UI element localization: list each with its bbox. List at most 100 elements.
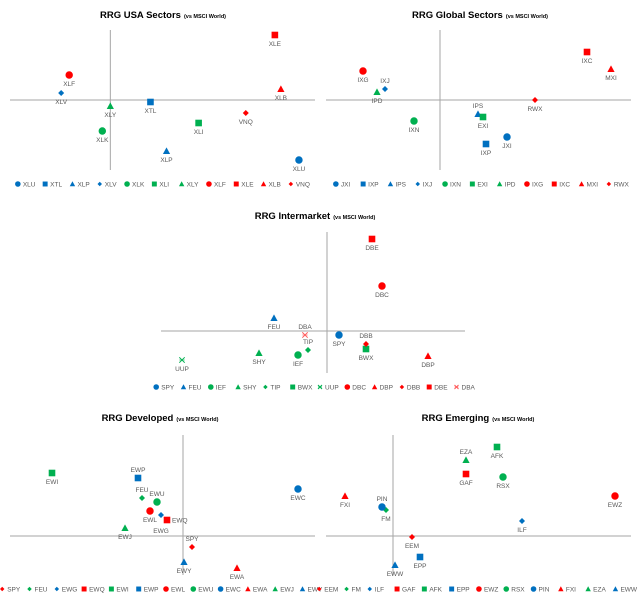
legend-item: SPY	[0, 586, 21, 593]
data-point-xly	[106, 102, 114, 109]
data-label: EWY	[177, 568, 192, 575]
data-label: DBE	[365, 245, 379, 252]
legend-marker-circle-icon	[15, 181, 21, 187]
data-label: RSX	[496, 483, 510, 490]
legend-marker-diamond-icon	[27, 586, 32, 592]
legend-label: EWY	[308, 586, 323, 593]
data-label: FEU	[136, 487, 149, 494]
legend-marker-square-icon	[108, 586, 114, 592]
legend-marker-triangle-icon	[578, 181, 585, 187]
data-label: GAF	[459, 480, 472, 487]
legend-marker-triangle-icon	[558, 586, 564, 592]
legend-marker-diamond-icon	[399, 384, 405, 390]
legend-item: IPD	[496, 181, 516, 188]
data-label: ILF	[517, 527, 526, 534]
legend-item: SPY	[153, 384, 175, 391]
legend-marker-square-icon	[42, 181, 48, 187]
rrg-chart-1: RRG USA Sectors (vs MSCI World)XLUXTLXLPX…	[10, 10, 315, 188]
legend-label: EWZ	[484, 586, 498, 593]
legend-marker-diamond-icon	[317, 586, 322, 592]
data-label: IXN	[409, 127, 420, 134]
legend-item: XTL	[42, 181, 62, 188]
data-point-ixj	[382, 86, 388, 92]
data-label: EZA	[460, 449, 473, 456]
data-label: SHY	[252, 359, 266, 366]
legend-item: IXP	[360, 181, 379, 188]
data-label: DBC	[375, 292, 389, 299]
legend-label: EWJ	[280, 586, 294, 593]
legend-label: TIP	[270, 384, 280, 391]
data-point-spy	[335, 331, 343, 339]
legend-item: EWJ	[272, 586, 294, 593]
data-label: EPP	[413, 563, 426, 570]
data-label: IXG	[357, 77, 368, 84]
data-point-tip	[305, 347, 311, 353]
data-point-xli	[195, 119, 202, 127]
legend-label: IPS	[395, 181, 406, 188]
legend-label: MXI	[587, 181, 599, 188]
data-label: XLE	[269, 41, 282, 48]
data-point-bwx	[362, 345, 370, 353]
data-label: FEU	[268, 324, 281, 331]
rrg-chart-5: RRG Emerging (vs MSCI World) EEM FM ILF GAF AF…	[317, 413, 638, 593]
data-label: EWP	[131, 467, 146, 474]
legend-label: EXI	[477, 181, 488, 188]
legend-marker-circle-icon	[163, 586, 169, 592]
data-label: VNQ	[239, 119, 253, 126]
legend-item: GAF	[394, 586, 415, 593]
data-point-pin	[378, 503, 386, 511]
chart-legend: JXI IXP IPS IXJ IXN EXI IPD IXG IXC MXI RWX	[333, 181, 630, 188]
legend-label: BWX	[298, 384, 313, 391]
legend-marker-circle-icon	[524, 181, 530, 187]
legend-item: XLU	[15, 181, 36, 188]
data-point-ewj	[121, 524, 129, 531]
legend-marker-diamond-icon	[263, 384, 268, 390]
legend-item: XLY	[178, 181, 199, 188]
legend-item: SHY	[235, 384, 257, 391]
legend-item: EWY	[299, 586, 323, 593]
data-point-dbp	[424, 352, 432, 359]
chart-title: RRG Emerging (vs MSCI World)	[422, 413, 535, 424]
chart-title: RRG Developed (vs MSCI World)	[102, 413, 219, 424]
legend-label: DBB	[407, 384, 420, 391]
legend-label: SHY	[243, 384, 257, 391]
legend-marker-square-icon	[449, 586, 455, 592]
legend-item: IXC	[551, 181, 570, 188]
legend-marker-diamond-icon	[415, 181, 420, 187]
legend-item: IXJ	[415, 181, 432, 188]
data-point-eem	[409, 534, 415, 540]
data-label: DBB	[359, 333, 372, 340]
legend-label: DBC	[352, 384, 366, 391]
data-point-ixg	[359, 67, 367, 75]
chart-title-text: RRG Developed	[102, 413, 174, 424]
legend-marker-circle-icon	[206, 181, 212, 187]
legend-label: FXI	[566, 586, 576, 593]
data-point-xlu	[295, 156, 303, 164]
legend-label: EEM	[324, 586, 338, 593]
data-point-ewp	[134, 474, 142, 482]
data-label: BWX	[359, 355, 374, 362]
legend-item: XLI	[151, 181, 169, 188]
data-label: IPD	[372, 98, 383, 105]
chart-title: RRG Global Sectors (vs MSCI World)	[412, 10, 548, 21]
legend-label: IPD	[505, 181, 516, 188]
data-label: IPS	[473, 103, 484, 110]
chart-subtitle: (vs MSCI World)	[176, 417, 218, 423]
data-point-ewc	[294, 485, 302, 493]
data-point-feu	[270, 314, 278, 321]
legend-item: EWZ	[476, 586, 498, 593]
data-point-ipd	[373, 88, 381, 95]
data-point-ixp	[482, 140, 490, 148]
legend-item: EWQ	[81, 586, 105, 593]
data-label: EXI	[478, 123, 489, 130]
data-point-fxi	[341, 492, 349, 499]
rrg-chart-3: RRG Intermarket (vs MSCI World)SPYFEUIEFS…	[153, 211, 476, 391]
data-label: EWG	[153, 528, 169, 535]
legend-item: AFK	[421, 586, 443, 593]
legend-marker-triangle-icon	[178, 181, 185, 187]
legend-item: EWC	[217, 586, 241, 593]
chart-title-text: RRG USA Sectors	[100, 10, 181, 21]
chart-subtitle: (vs MSCI World)	[333, 215, 375, 221]
legend-label: JXI	[341, 181, 351, 188]
